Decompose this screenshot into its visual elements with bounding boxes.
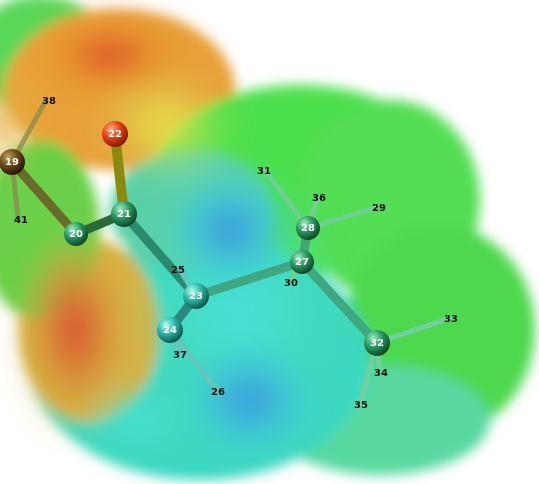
bond-21-22	[110, 129, 129, 219]
atom-28-label: 28	[301, 223, 315, 234]
atom-34-label: 34	[374, 368, 388, 379]
atom-41-label: 41	[14, 215, 28, 226]
atom-23[interactable]: 23	[183, 283, 209, 309]
atom-32[interactable]: 32	[364, 330, 390, 356]
atom-21-label: 21	[117, 209, 131, 220]
atom-22[interactable]: 22	[102, 121, 128, 147]
atom-38-label: 38	[42, 96, 56, 107]
atom-19-label: 19	[5, 157, 19, 168]
atom-20[interactable]: 20	[64, 222, 88, 246]
atom-27[interactable]: 27	[290, 250, 314, 274]
atom-21[interactable]: 21	[111, 201, 137, 227]
bond-23-27	[191, 257, 307, 301]
bond-28-29	[305, 204, 381, 231]
atom-29-label: 29	[372, 203, 386, 214]
bond-27-32	[297, 257, 382, 348]
atom-31-label: 31	[257, 166, 271, 177]
atom-24[interactable]: 24	[157, 317, 183, 343]
atom-25-label: 25	[171, 265, 185, 276]
bond-21-23	[119, 209, 201, 301]
atom-19[interactable]: 19	[0, 149, 25, 175]
atom-26-label: 26	[211, 387, 225, 398]
atom-20-label: 20	[69, 229, 83, 240]
atom-36-label: 36	[312, 193, 326, 204]
atom-33-label: 33	[444, 314, 458, 325]
atom-28[interactable]: 28	[296, 216, 320, 240]
atom-22-label: 22	[108, 129, 122, 140]
atom-37-label: 37	[173, 350, 187, 361]
atoms: 19 20 21 22 23 24 27 28	[0, 121, 390, 356]
atom-30-label: 30	[284, 278, 298, 289]
atom-24-label: 24	[163, 325, 177, 336]
atom-23-label: 23	[189, 291, 203, 302]
atom-32-label: 32	[370, 338, 384, 349]
atom-27-label: 27	[295, 257, 309, 268]
bond-19-20	[7, 157, 81, 239]
atom-labels: 38 41 25 37 26 31 36 29 30 33 34 35	[14, 96, 458, 411]
atom-35-label: 35	[354, 400, 368, 411]
bond-28-31	[262, 167, 311, 231]
